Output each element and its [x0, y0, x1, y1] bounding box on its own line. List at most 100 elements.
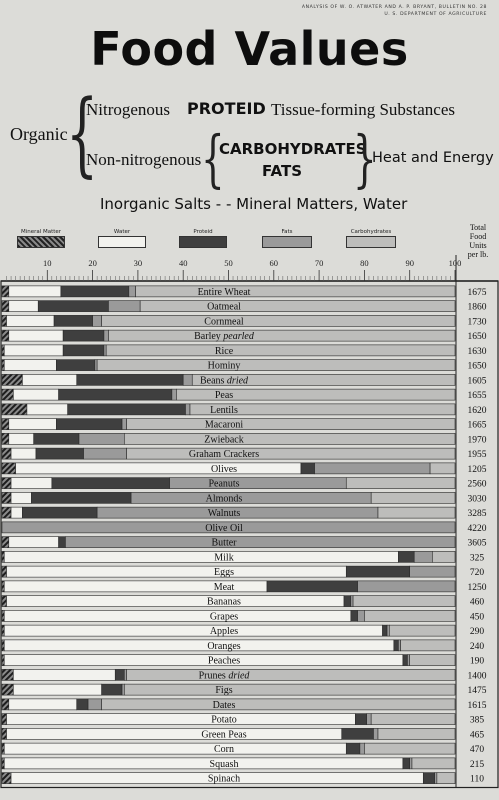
bar-squash-proteid [402, 757, 410, 770]
page-title: Food Values [90, 22, 409, 76]
bar-spinach-proteid [422, 772, 435, 784]
bar-dates-mineral [1, 698, 10, 711]
bar-grapes-carbohydrates [364, 610, 456, 622]
food-label-green-peas: Green Peas [201, 729, 246, 740]
inorganic-label: Inorganic Salts - - Mineral Matters, Wat… [100, 195, 408, 213]
non-nitrogenous-brace: { [201, 122, 225, 195]
food-total-bananas: 460 [470, 598, 485, 608]
bar-eggs-water [6, 565, 347, 578]
food-total-meat: 1250 [468, 583, 487, 593]
food-total-spinach: 110 [470, 775, 484, 785]
bar-macaroni-fats [121, 418, 127, 430]
food-label-almonds: Almonds [206, 493, 243, 504]
food-row-olive-oil: Olive Oil 4220 [1, 521, 487, 534]
bar-milk-mineral [1, 551, 5, 563]
bar-beans-water [22, 374, 78, 386]
bar-squash-fats [409, 757, 413, 770]
bar-walnuts-water [10, 506, 23, 519]
bar-peanuts-carbohydrates [345, 477, 456, 489]
bar-squash-carbohydrates [411, 757, 456, 770]
food-total-olive-oil: 4220 [468, 524, 487, 534]
food-row-eggs: Eggs 720 [1, 565, 484, 578]
bar-beans-fats [182, 374, 193, 386]
bar-oatmeal-water [8, 300, 39, 312]
bar-butter-proteid [58, 536, 66, 548]
food-row-meat: Meat 1250 [1, 580, 487, 593]
food-row-entire-wheat: Entire Wheat 1675 [1, 285, 487, 298]
bar-milk-fats [413, 551, 433, 563]
bar-figs-mineral [1, 683, 14, 696]
bar-entire-wheat-water [8, 285, 62, 298]
legend-swatch-carbohydrates [346, 236, 396, 248]
bar-beans-proteid [76, 374, 184, 386]
food-row-zwieback: Zwieback 1970 [1, 433, 487, 445]
food-row-figs: Figs 1475 [1, 683, 487, 696]
food-row-milk: Milk 325 [1, 551, 484, 563]
bar-olives-carbohydrates [429, 462, 456, 475]
bar-hominy-fats [94, 359, 98, 371]
food-label-meat: Meat [214, 582, 235, 593]
bar-cornmeal-water [6, 315, 55, 327]
bar-almonds-water [10, 492, 32, 504]
bar-apples-proteid [382, 624, 388, 637]
bar-rice-fats [103, 344, 107, 357]
bar-peanuts-water [10, 477, 53, 489]
bar-squash-water [3, 757, 404, 770]
bar-peaches-water [3, 654, 404, 666]
totals-header: Total Food Units per lb. [458, 223, 498, 259]
food-row-hominy: Hominy 1650 [1, 359, 487, 372]
food-label-barley: Barley pearled [194, 331, 255, 342]
food-total-corn: 470 [470, 745, 485, 755]
food-label-hominy: Hominy [208, 361, 241, 372]
food-total-entire-wheat: 1675 [468, 288, 487, 298]
bar-butter-fats [65, 536, 456, 548]
bar-corn-water [3, 742, 347, 755]
x-tick-label-30: 30 [134, 258, 143, 268]
x-tick-label-100: 100 [449, 258, 462, 268]
bar-grapes-mineral [1, 610, 5, 622]
bar-dates-water [8, 698, 78, 711]
bar-lentils-fats [185, 403, 191, 416]
legend-label-mineral: Mineral Matter [20, 229, 62, 235]
food-total-figs: 1475 [468, 686, 487, 696]
bar-corn-proteid [345, 742, 361, 755]
food-label-zwieback: Zwieback [204, 434, 243, 445]
bar-eggs-proteid [345, 565, 410, 578]
bar-potato-carbohydrates [370, 713, 456, 725]
bar-cornmeal-mineral [1, 315, 7, 327]
x-tick-label-20: 20 [88, 258, 97, 268]
nitrogenous-label: Nitrogenous [86, 100, 171, 119]
bar-graham-crackers-carbohydrates [126, 447, 456, 460]
bar-olives-water [15, 462, 302, 475]
food-label-corn: Corn [214, 744, 234, 755]
bar-bananas-mineral [1, 595, 7, 607]
food-label-bananas: Bananas [207, 597, 241, 608]
bar-oranges-proteid [393, 639, 399, 652]
bulletin-line-1: ANALYSIS OF W. O. ATWATER AND A. P. BRYA… [301, 5, 487, 10]
bulletin-source: ANALYSIS OF W. O. ATWATER AND A. P. BRYA… [187, 4, 487, 18]
bar-dates-fats [87, 698, 102, 711]
x-axis-ticks: 10 20 30 40 50 60 70 80 90 100 [0, 255, 499, 789]
food-row-oranges: Oranges 240 [1, 639, 485, 652]
bar-almonds-fats [130, 492, 372, 504]
bar-potato-fats [366, 713, 372, 725]
food-label-eggs: Eggs [214, 567, 234, 578]
bar-oranges-mineral [1, 639, 5, 652]
food-label-grapes: Grapes [210, 611, 238, 622]
bar-zwieback-carbohydrates [124, 433, 456, 445]
bar-barley-proteid [62, 329, 105, 342]
legend-swatch-water [98, 236, 146, 248]
food-row-apples: Apples 290 [1, 624, 484, 637]
bar-apples-water [3, 624, 383, 637]
food-total-oranges: 240 [470, 642, 485, 652]
heat-energy-brace: } [353, 122, 377, 195]
bar-entire-wheat-fats [128, 285, 136, 298]
bar-entire-wheat-proteid [60, 285, 130, 298]
food-total-grapes: 450 [470, 612, 485, 622]
food-label-lentils: Lentils [210, 405, 238, 416]
fats-label: FATS [262, 162, 303, 180]
food-total-squash: 215 [470, 760, 485, 770]
bar-figs-fats [121, 683, 125, 696]
bar-oatmeal-mineral [1, 300, 10, 312]
